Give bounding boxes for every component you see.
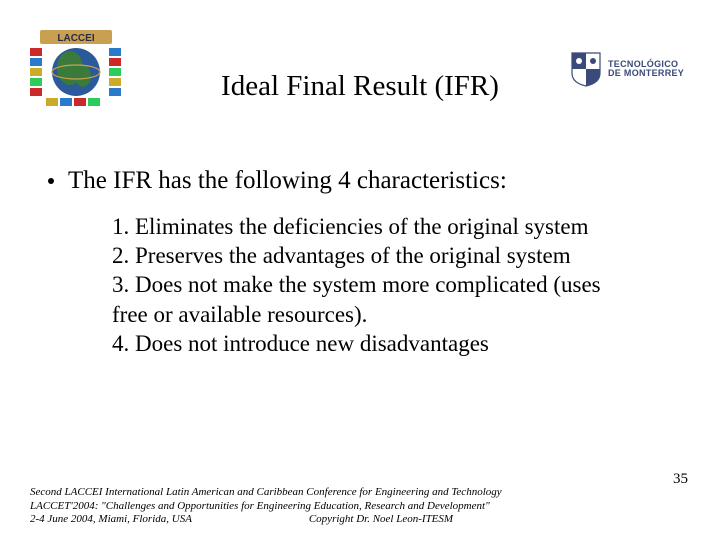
slide-body: The IFR has the following 4 characterist… bbox=[48, 165, 672, 359]
footer-line-2: LACCET'2004: "Challenges and Opportuniti… bbox=[30, 500, 690, 513]
sub-item-4: 4. Does not introduce new disadvantages bbox=[112, 329, 612, 358]
sub-item-3: 3. Does not make the system more complic… bbox=[112, 270, 612, 329]
bullet-lead-text: The IFR has the following 4 characterist… bbox=[68, 165, 507, 198]
bullet-dot-icon bbox=[48, 178, 54, 184]
slide-title: Ideal Final Result (IFR) bbox=[0, 70, 720, 103]
sub-item-2: 2. Preserves the advantages of the origi… bbox=[112, 241, 612, 270]
svg-text:LACCEI: LACCEI bbox=[57, 33, 94, 44]
page-number: 35 bbox=[673, 471, 688, 488]
footer-line-3: 2-4 June 2004, Miami, Florida, USA Copyr… bbox=[30, 513, 690, 526]
sub-item-1: 1. Eliminates the deficiencies of the or… bbox=[112, 212, 612, 241]
sub-list: 1. Eliminates the deficiencies of the or… bbox=[112, 212, 612, 359]
bullet-item: The IFR has the following 4 characterist… bbox=[48, 165, 672, 198]
footer-date-location: 2-4 June 2004, Miami, Florida, USA bbox=[30, 513, 192, 526]
footer-copyright: Copyright Dr. Noel Leon-ITESM bbox=[192, 513, 690, 526]
footer-line-1: Second LACCEI International Latin Americ… bbox=[30, 486, 690, 499]
slide-footer: Second LACCEI International Latin Americ… bbox=[30, 486, 690, 526]
